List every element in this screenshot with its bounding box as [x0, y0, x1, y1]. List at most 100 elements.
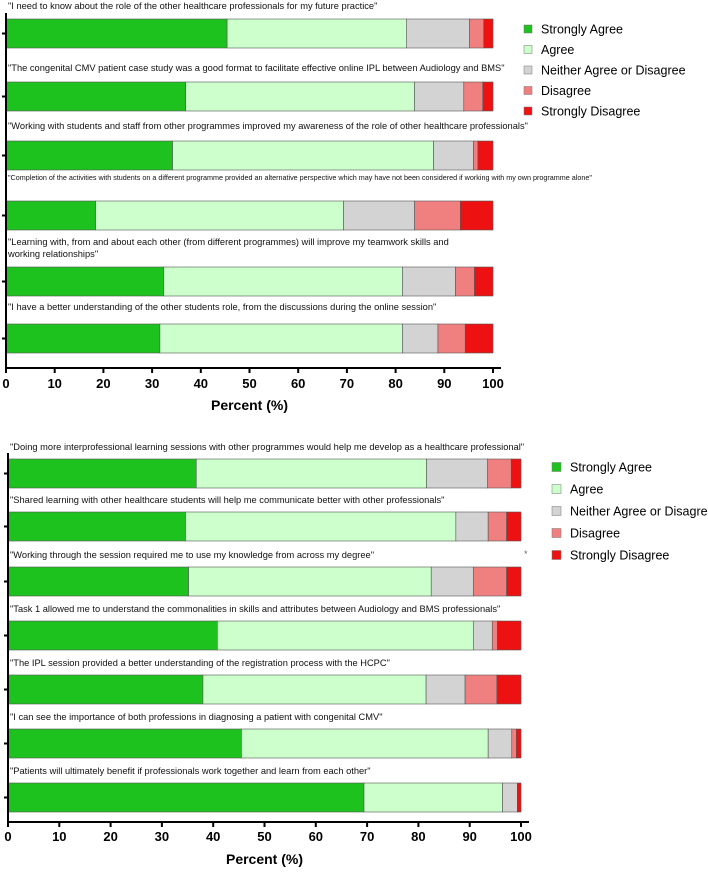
statement-label: "I have a better understanding of the ot…	[8, 302, 436, 312]
bar-segment-disagree	[473, 140, 479, 171]
bar-segment-agree	[185, 81, 415, 112]
bar-segment-disagree	[455, 266, 475, 297]
legend: Strongly Agree Agree Neither Agree or Disa…	[523, 23, 686, 119]
bar-segment-agree	[185, 511, 457, 542]
bar-segment-neither-agree-or-disagree	[425, 674, 466, 705]
bar-segment-strongly-agree	[7, 458, 197, 489]
bar-segment-neither-agree-or-disagree	[402, 266, 456, 297]
bar-segment-agree	[363, 782, 503, 813]
statement-label: "Shared learning with other healthcare s…	[10, 495, 444, 505]
bar-segment-neither-agree-or-disagree	[455, 511, 489, 542]
x-tick-label: 20	[96, 376, 110, 391]
bar-segment-disagree	[469, 18, 485, 49]
x-tick-label: 30	[145, 376, 159, 391]
bar-segment-agree	[95, 200, 344, 231]
statement-label: "Doing more interprofessional learning s…	[10, 442, 524, 452]
bar-segment-agree	[163, 266, 403, 297]
legend-swatch	[551, 528, 562, 538]
x-tick-label: 50	[242, 376, 256, 391]
legend-label: Strongly Agree	[570, 461, 652, 475]
legend-label: Disagree	[541, 84, 591, 98]
legend-swatch	[551, 484, 562, 494]
bar-segment-neither-agree-or-disagree	[414, 81, 465, 112]
bar-segment-strongly-agree	[5, 81, 187, 112]
x-tick-label: 20	[103, 829, 117, 844]
bar-segment-strongly-agree	[5, 266, 165, 297]
bar-segment-neither-agree-or-disagree	[426, 458, 488, 489]
bar-segment-strongly-disagree	[497, 620, 522, 651]
bar-segment-strongly-agree	[7, 728, 242, 759]
bar-segment-neither-agree-or-disagree	[433, 140, 474, 171]
bar-segment-agree	[241, 728, 489, 759]
legend-label: Strongly Disagree	[570, 549, 669, 563]
statement-label: "Completion of the activities with stude…	[8, 173, 592, 182]
legend-swatch	[551, 506, 562, 516]
statement-label: working relationships"	[7, 249, 98, 259]
bar-segment-agree	[217, 620, 474, 651]
bar-segment-strongly-disagree	[483, 18, 494, 49]
x-tick-label: 100	[510, 829, 532, 844]
legend-swatch	[523, 24, 533, 34]
bar-segment-disagree	[414, 200, 461, 231]
x-tick-label: 40	[194, 376, 208, 391]
bar-segment-neither-agree-or-disagree	[502, 782, 518, 813]
bar-segment-disagree	[463, 81, 484, 112]
chart-1: "I need to know about the role of the ot…	[2, 1, 686, 413]
statement-label: "Patients will ultimately benefit if pro…	[10, 766, 371, 776]
x-tick-label: 0	[4, 829, 11, 844]
bar-segment-neither-agree-or-disagree	[430, 566, 474, 597]
bar-segment-strongly-disagree	[510, 458, 522, 489]
statement-label: "The IPL session provided a better under…	[10, 658, 390, 668]
x-axis-label: Percent (%)	[226, 851, 303, 867]
bar-segment-disagree	[487, 511, 507, 542]
legend-swatch	[523, 65, 533, 75]
bar-segment-strongly-agree	[5, 140, 173, 171]
x-tick-label: 50	[257, 829, 271, 844]
legend-swatch	[551, 462, 562, 472]
x-tick-label: 60	[309, 829, 323, 844]
bar-segment-strongly-agree	[7, 674, 204, 705]
legend-swatch	[551, 550, 562, 560]
bar-segment-strongly-agree	[7, 620, 218, 651]
bar-segment-agree	[226, 18, 407, 49]
bar-segment-strongly-disagree	[464, 323, 494, 354]
bar-segment-neither-agree-or-disagree	[406, 18, 470, 49]
chart-2: "Doing more interprofessional learning s…	[4, 442, 708, 867]
bar-segment-neither-agree-or-disagree	[487, 728, 513, 759]
bar-segment-strongly-agree	[7, 782, 365, 813]
x-axis-label: Percent (%)	[211, 397, 288, 413]
statement-label: "Working through the session required me…	[10, 550, 374, 560]
bar-segment-disagree	[472, 566, 507, 597]
legend-swatch	[523, 86, 533, 95]
statement-label: "Task 1 allowed me to understand the com…	[10, 604, 500, 614]
x-tick-label: 90	[462, 829, 476, 844]
x-tick-label: 60	[291, 376, 305, 391]
bar-segment-strongly-disagree	[506, 566, 522, 597]
x-tick-label: 90	[437, 376, 451, 391]
bar-segment-disagree	[464, 674, 498, 705]
x-tick-label: 10	[47, 376, 61, 391]
legend-label: Disagree	[570, 527, 620, 541]
bar-segment-agree	[188, 566, 432, 597]
x-tick-label: 40	[206, 829, 220, 844]
statement-label: "I can see the importance of both profes…	[10, 712, 383, 722]
x-tick-label: 70	[360, 829, 374, 844]
bar-segment-strongly-disagree	[482, 81, 494, 112]
bar-segment-neither-agree-or-disagree	[402, 323, 439, 354]
x-tick-label: 10	[52, 829, 66, 844]
bar-segment-strongly-agree	[5, 18, 228, 49]
bar-segment-strongly-disagree	[460, 200, 494, 231]
bar-segment-strongly-agree	[7, 511, 186, 542]
annotation-asterisk: *	[524, 549, 528, 559]
x-tick-label: 30	[155, 829, 169, 844]
bar-segment-strongly-disagree	[517, 782, 522, 813]
x-tick-label: 100	[482, 376, 504, 391]
bar-segment-agree	[159, 323, 403, 354]
bar-segment-agree	[202, 674, 427, 705]
bar-segment-agree	[172, 140, 434, 171]
legend-label: Strongly Agree	[541, 23, 623, 37]
bar-segment-strongly-disagree	[477, 140, 494, 171]
legend-label: Agree	[541, 43, 574, 57]
bar-segment-strongly-disagree	[474, 266, 494, 297]
